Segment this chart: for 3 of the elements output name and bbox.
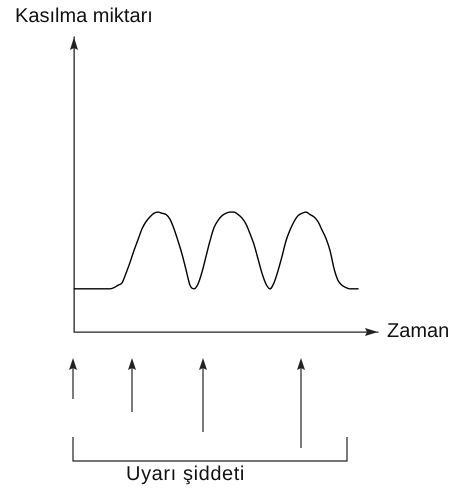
x-axis-title: Zaman — [387, 320, 450, 343]
chart-title: Kasılma miktarı — [15, 5, 153, 28]
text: Uyarı şiddeti — [126, 463, 245, 486]
